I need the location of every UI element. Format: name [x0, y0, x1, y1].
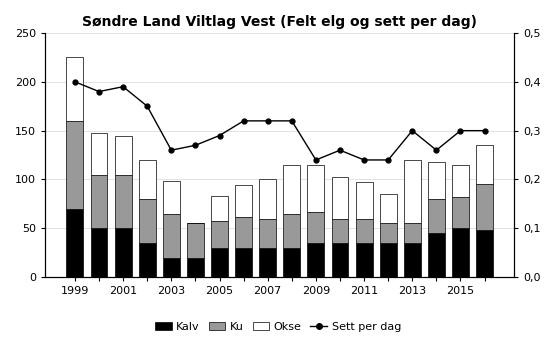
Bar: [284, 214, 300, 248]
Bar: [139, 160, 156, 199]
Bar: [211, 196, 228, 221]
Bar: [452, 165, 469, 197]
Bar: [187, 223, 204, 258]
Legend: Kalv, Ku, Okse, Sett per dag: Kalv, Ku, Okse, Sett per dag: [151, 318, 405, 337]
Bar: [115, 175, 132, 228]
Bar: [67, 121, 83, 209]
Bar: [284, 248, 300, 277]
Bar: [284, 165, 300, 214]
Bar: [259, 180, 276, 219]
Sett per dag: [120, 84, 126, 89]
Bar: [91, 228, 107, 277]
Bar: [331, 243, 349, 277]
Bar: [259, 219, 276, 248]
Bar: [67, 57, 83, 121]
Bar: [476, 184, 493, 230]
Bar: [331, 176, 349, 219]
Bar: [307, 212, 324, 243]
Bar: [428, 233, 445, 277]
Bar: [356, 182, 373, 219]
Sett per dag: [337, 148, 344, 152]
Sett per dag: [457, 129, 464, 133]
Bar: [307, 165, 324, 212]
Bar: [404, 243, 421, 277]
Bar: [187, 258, 204, 277]
Bar: [380, 223, 396, 243]
Bar: [67, 209, 83, 277]
Title: Søndre Land Viltlag Vest (Felt elg og sett per dag): Søndre Land Viltlag Vest (Felt elg og se…: [82, 15, 477, 29]
Sett per dag: [385, 158, 391, 162]
Sett per dag: [192, 143, 198, 147]
Bar: [428, 162, 445, 199]
Bar: [307, 243, 324, 277]
Bar: [404, 223, 421, 243]
Bar: [163, 258, 180, 277]
Bar: [211, 248, 228, 277]
Sett per dag: [361, 158, 368, 162]
Bar: [331, 219, 349, 243]
Sett per dag: [72, 80, 78, 84]
Bar: [91, 175, 107, 228]
Bar: [211, 221, 228, 248]
Bar: [428, 199, 445, 233]
Bar: [476, 230, 493, 277]
Sett per dag: [289, 119, 295, 123]
Bar: [380, 243, 396, 277]
Bar: [163, 214, 180, 258]
Sett per dag: [433, 148, 440, 152]
Sett per dag: [168, 148, 175, 152]
Sett per dag: [312, 158, 319, 162]
Bar: [404, 160, 421, 223]
Bar: [356, 243, 373, 277]
Bar: [380, 194, 396, 223]
Bar: [91, 133, 107, 175]
Sett per dag: [240, 119, 247, 123]
Bar: [259, 248, 276, 277]
Sett per dag: [409, 129, 416, 133]
Bar: [452, 228, 469, 277]
Bar: [476, 145, 493, 184]
Bar: [139, 199, 156, 243]
Sett per dag: [481, 129, 488, 133]
Sett per dag: [144, 104, 151, 108]
Bar: [356, 219, 373, 243]
Bar: [115, 228, 132, 277]
Sett per dag: [264, 119, 271, 123]
Sett per dag: [216, 133, 223, 137]
Line: Sett per dag: Sett per dag: [72, 79, 487, 162]
Bar: [235, 248, 252, 277]
Bar: [235, 185, 252, 216]
Bar: [139, 243, 156, 277]
Sett per dag: [96, 90, 102, 94]
Bar: [163, 182, 180, 214]
Bar: [115, 135, 132, 175]
Bar: [235, 216, 252, 248]
Bar: [452, 197, 469, 228]
